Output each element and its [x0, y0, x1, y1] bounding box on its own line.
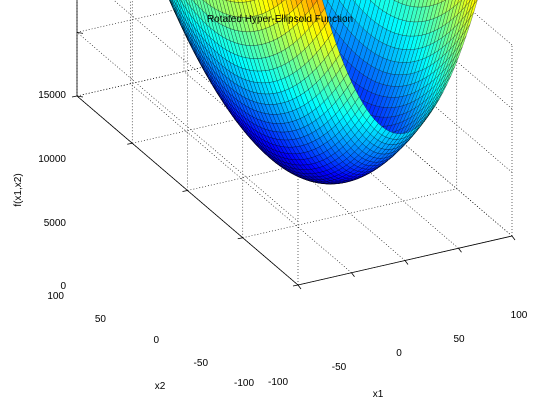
- surface-patch: [394, 0, 399, 3]
- x-tick-mark: [297, 284, 302, 290]
- y-tick-mark: [182, 190, 188, 192]
- surface-patch: [449, 0, 456, 11]
- floor-grid-line: [237, 59, 459, 249]
- back-wall-grid-line: [76, 46, 292, 97]
- y-tick-label: 0: [153, 335, 159, 346]
- surface-patch: [417, 0, 424, 8]
- side-wall-grid-line: [458, 0, 513, 46]
- floor-grid-line: [183, 71, 406, 261]
- z-tick-label: 15000: [38, 90, 66, 101]
- surface-mesh: [169, 0, 478, 185]
- x-tick-label: 100: [511, 310, 528, 321]
- z-axis-label: f(x1,x2): [13, 173, 24, 206]
- surface-patch: [441, 0, 446, 3]
- side-wall-grid-line: [290, 46, 513, 237]
- surface-patch: [469, 0, 476, 11]
- z-tick-mark: [76, 95, 84, 98]
- surface-patch: [461, 0, 468, 11]
- y-tick-mark: [292, 284, 299, 287]
- z-tick-label: 0: [60, 281, 66, 292]
- surface-patch: [465, 0, 471, 7]
- z-tick-label: 5000: [44, 218, 67, 229]
- surface-patch: [425, 0, 432, 7]
- x-tick-label: 50: [453, 334, 465, 345]
- surface-patch: [327, 0, 335, 8]
- surface-patch: [453, 0, 459, 8]
- axes-lines: [71, 0, 516, 290]
- y-tick-mark: [71, 95, 78, 98]
- x-axis-label: x1: [373, 389, 384, 400]
- side-wall-grid-line: [310, 0, 513, 173]
- y-axis-label: x2: [155, 381, 166, 392]
- surface-patch: [457, 0, 462, 4]
- y-tick-mark: [237, 237, 243, 240]
- surface-patch: [370, 0, 377, 5]
- x-tick-mark: [511, 235, 516, 241]
- chart-title: Rotated Hyper-Ellipsoid Function: [207, 14, 353, 25]
- y-tick-label: -100: [234, 378, 254, 389]
- floor-grid-line: [130, 83, 352, 273]
- surface-patch: [402, 0, 408, 6]
- x-tick-label: 0: [396, 348, 402, 359]
- x-tick-mark: [458, 248, 462, 253]
- surface-patch: [445, 0, 453, 13]
- surface-patch: [398, 0, 404, 5]
- surface-patch: [429, 0, 436, 7]
- x-tick-label: -100: [268, 377, 288, 388]
- x-tick-label: -50: [332, 362, 347, 373]
- floor-grid-line: [242, 188, 457, 239]
- back-wall-grid-line: [76, 0, 220, 33]
- x-tick-labels: -100 -50 0 50 100: [268, 310, 528, 388]
- floor-grid-line: [187, 141, 402, 191]
- x-tick-mark: [351, 272, 355, 277]
- side-wall-grid-line: [76, 32, 299, 222]
- floor-grid-line: [132, 93, 347, 144]
- surface-patch: [433, 0, 439, 6]
- z-tick-labels: 15000 10000 5000 0: [38, 90, 66, 292]
- y-tick-label: -50: [194, 358, 209, 369]
- surface-patch: [352, 0, 356, 3]
- y-tick-label: 100: [47, 291, 64, 302]
- surface-patch: [473, 0, 478, 5]
- y-tick-mark: [127, 142, 133, 145]
- surface-patch: [406, 0, 412, 7]
- z-tick-label: 10000: [38, 154, 66, 165]
- surface-patch: [469, 0, 471, 2]
- x-tick-mark: [404, 260, 409, 265]
- y-tick-labels: 100 50 0 -50 -100: [47, 291, 254, 389]
- side-wall-grid-line: [384, 0, 513, 109]
- z-tick-mark: [76, 31, 84, 34]
- y-tick-label: 50: [95, 314, 107, 325]
- surface-patch: [409, 0, 416, 7]
- surface-patch: [437, 0, 443, 4]
